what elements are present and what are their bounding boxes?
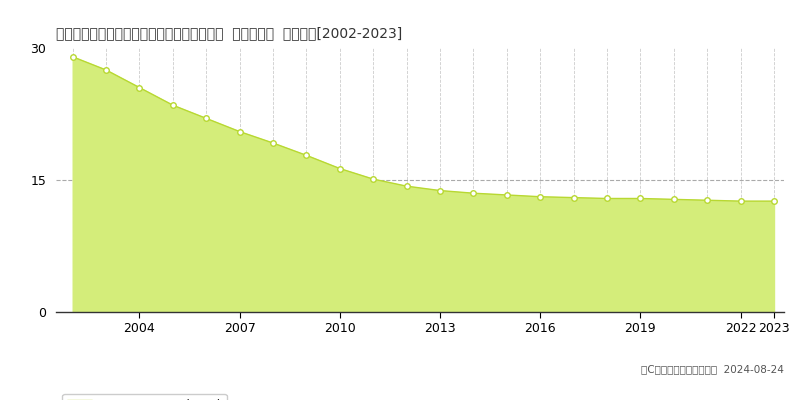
Text: 徳島県鳴門市大津町木津野字藪の内３７番３  基準地価格  地価推移[2002-2023]: 徳島県鳴門市大津町木津野字藪の内３７番３ 基準地価格 地価推移[2002-202… (56, 26, 402, 40)
Text: （C）土地価格ドットコム  2024-08-24: （C）土地価格ドットコム 2024-08-24 (641, 364, 784, 374)
Legend: 基準地価格  平均坪単価(万円/坪): 基準地価格 平均坪単価(万円/坪) (62, 394, 226, 400)
